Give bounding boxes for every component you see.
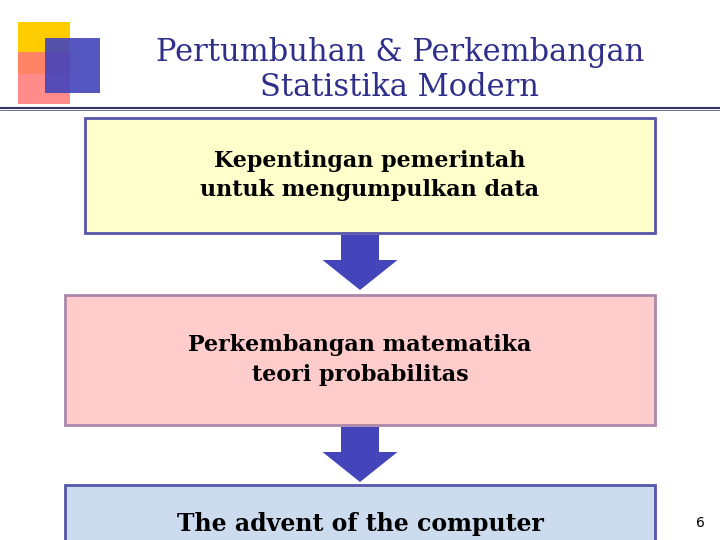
Text: Statistika Modern: Statistika Modern [261, 72, 539, 104]
Text: 6: 6 [696, 516, 705, 530]
Polygon shape [323, 235, 397, 290]
Bar [85, 118, 655, 233]
Bar [65, 485, 655, 540]
Bar [18, 52, 70, 104]
Text: Kepentingan pemerintah
untuk mengumpulkan data: Kepentingan pemerintah untuk mengumpulka… [200, 150, 539, 201]
Text: Pertumbuhan & Perkembangan: Pertumbuhan & Perkembangan [156, 37, 644, 68]
Polygon shape [323, 427, 397, 482]
Bar [45, 38, 100, 93]
Bar [65, 295, 655, 425]
Text: Perkembangan matematika
teori probabilitas: Perkembangan matematika teori probabilit… [189, 334, 531, 386]
Bar [18, 22, 70, 74]
Text: The advent of the computer: The advent of the computer [176, 512, 544, 536]
